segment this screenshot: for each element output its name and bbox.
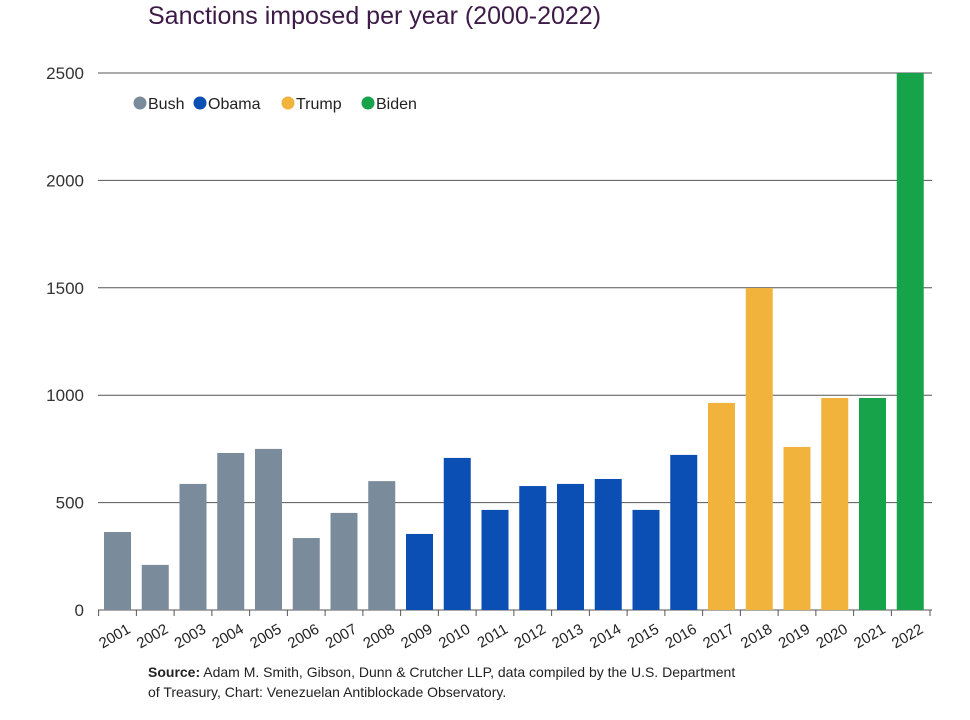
bar-2016 <box>670 454 698 610</box>
y-tick-label: 0 <box>75 601 84 620</box>
bar-2012 <box>519 486 547 610</box>
source-note: Source: Adam M. Smith, Gibson, Dunn & Cr… <box>148 662 748 702</box>
bar-2021 <box>859 397 886 610</box>
bar-2011 <box>481 509 509 610</box>
bar-2006 <box>292 538 320 610</box>
x-tick-label: 2015 <box>625 621 662 652</box>
x-tick-label: 2009 <box>398 621 435 652</box>
bar-2007 <box>330 512 358 610</box>
source-text: Adam M. Smith, Gibson, Dunn & Crutcher L… <box>148 664 736 700</box>
x-tick-label: 2013 <box>549 621 586 652</box>
x-tick-label: 2008 <box>360 621 397 652</box>
bar-2009 <box>406 533 433 610</box>
legend-marker-obama <box>193 96 207 110</box>
bar-2018 <box>745 288 773 610</box>
x-tick-label: 2022 <box>889 621 926 652</box>
x-tick-label: 2016 <box>662 621 699 652</box>
bar-2005 <box>255 448 282 610</box>
legend-label-biden: Biden <box>376 96 417 113</box>
legend-marker-bush <box>133 96 147 110</box>
bar-2015 <box>632 509 660 610</box>
x-tick-label: 2017 <box>700 621 737 652</box>
x-tick-label: 2006 <box>285 621 322 652</box>
x-tick-label: 2020 <box>813 621 850 652</box>
x-tick-label: 2012 <box>511 621 548 652</box>
x-tick-label: 2003 <box>172 621 209 652</box>
x-tick-label: 2021 <box>851 621 888 652</box>
legend-label-bush: Bush <box>148 96 184 113</box>
y-tick-label: 1500 <box>46 279 84 298</box>
x-tick-label: 2007 <box>323 621 360 652</box>
x-tick-label: 2001 <box>96 621 133 652</box>
bar-2019 <box>783 446 811 610</box>
legend-label-trump: Trump <box>296 96 342 113</box>
bar-2003 <box>179 483 207 610</box>
y-tick-label: 2500 <box>46 64 84 83</box>
bar-2002 <box>141 564 169 610</box>
bar-2001 <box>104 532 131 610</box>
bar-2013 <box>557 483 584 610</box>
y-tick-label: 500 <box>56 494 84 513</box>
legend-marker-biden <box>361 96 375 110</box>
bar-2022 <box>896 73 924 610</box>
x-tick-label: 2018 <box>738 621 775 652</box>
x-tick-label: 2002 <box>134 621 171 652</box>
y-tick-label: 2000 <box>46 171 84 190</box>
bar-chart: 0 500 1000 1500 2000 2500 2001 2002 2003 2004 2005… <box>46 64 932 652</box>
legend-marker-trump <box>281 96 295 110</box>
x-tick-label: 2004 <box>209 621 246 652</box>
bar-2010 <box>443 457 471 610</box>
x-tick-label: 2010 <box>436 621 473 652</box>
source-label: Source: <box>148 664 201 680</box>
x-tick-label: 2005 <box>247 621 284 652</box>
bar-2014 <box>594 478 622 610</box>
bar-2008 <box>368 481 396 610</box>
bar-2004 <box>217 452 245 610</box>
x-tick-label: 2011 <box>475 621 511 652</box>
y-tick-label: 1000 <box>46 386 84 405</box>
legend-label-obama: Obama <box>208 96 261 113</box>
x-tick-label: 2014 <box>587 621 624 652</box>
bar-2020 <box>821 397 849 610</box>
x-tick-label: 2019 <box>776 621 813 652</box>
bar-2017 <box>708 402 735 610</box>
chart-title: Sanctions imposed per year (2000-2022) <box>148 2 602 30</box>
